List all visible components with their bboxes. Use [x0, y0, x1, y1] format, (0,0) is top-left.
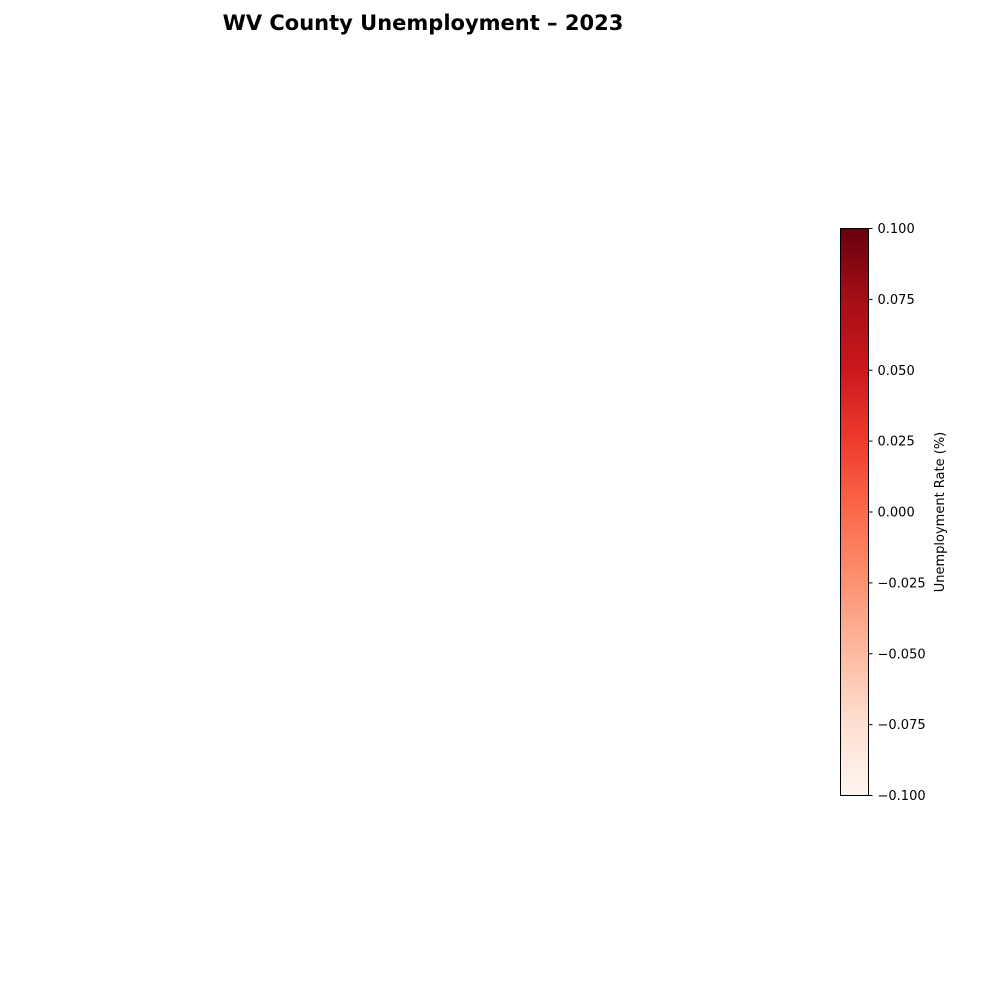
- colorbar-tick-label: −0.050: [878, 647, 926, 662]
- colorbar-tick-label: 0.100: [878, 222, 915, 237]
- colorbar-tick-label: 0.075: [878, 293, 915, 308]
- colorbar-tick-label: 0.025: [878, 435, 915, 450]
- colorbar-tick-label: −0.075: [878, 718, 926, 733]
- colorbar-tick-label: 0.000: [878, 506, 915, 521]
- colorbar-tick-label: −0.100: [878, 789, 926, 804]
- colorbar-tick-label: 0.050: [878, 364, 915, 379]
- chart-title: WV County Unemployment – 2023: [222, 11, 624, 35]
- colorbar-label: Unemployment Rate (%): [933, 432, 948, 593]
- colorbar-tick-label: −0.025: [878, 576, 926, 591]
- colorbar-gradient: [840, 228, 869, 796]
- colorbar-ticks: 0.100 0.075 0.050 0.025 0.000 −0.025 −0.050 −0.…: [868, 222, 926, 804]
